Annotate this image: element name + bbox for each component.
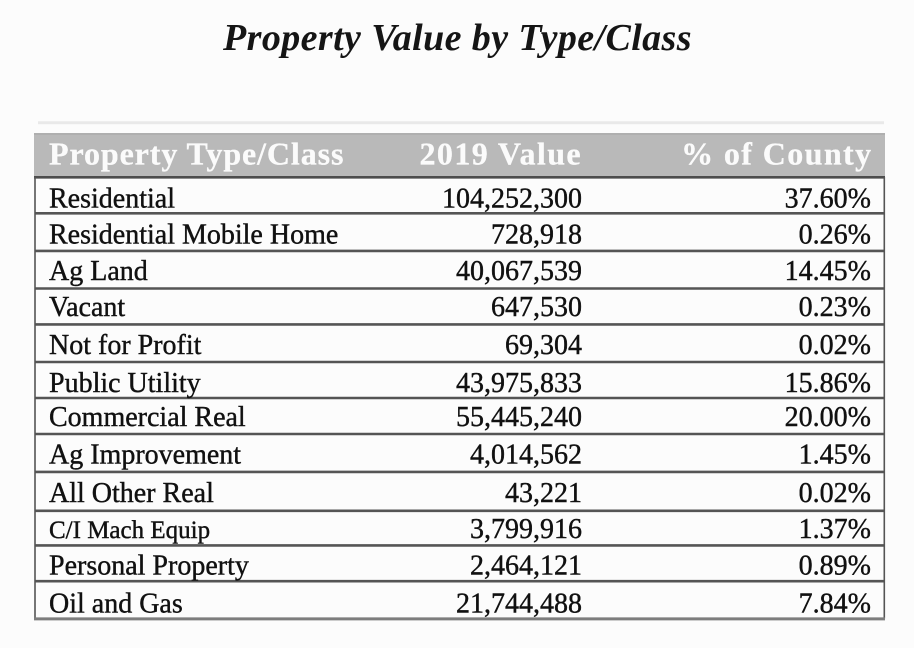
svg-text:Personal Property: Personal Property <box>49 551 249 582</box>
svg-text:0.02%: 0.02% <box>799 330 871 361</box>
svg-text:1.37%: 1.37% <box>799 514 871 545</box>
svg-text:21,744,488: 21,744,488 <box>456 588 582 619</box>
svg-text:14.45%: 14.45% <box>785 256 871 287</box>
svg-text:C/I Mach Equip: C/I Mach Equip <box>49 517 210 544</box>
svg-text:43,975,833: 43,975,833 <box>456 368 582 399</box>
svg-text:% of County: % of County <box>681 136 872 172</box>
svg-text:Ag Land: Ag Land <box>49 256 148 287</box>
svg-text:37.60%: 37.60% <box>785 184 871 215</box>
svg-text:Vacant: Vacant <box>49 292 125 323</box>
svg-text:43,221: 43,221 <box>505 478 582 509</box>
svg-text:Property Value by Type/Class: Property Value by Type/Class <box>222 17 692 59</box>
svg-text:Oil and Gas: Oil and Gas <box>49 588 183 619</box>
svg-text:All Other Real: All Other Real <box>49 478 214 509</box>
svg-text:2019 Value: 2019 Value <box>420 136 582 172</box>
svg-text:Not for Profit: Not for Profit <box>49 330 202 361</box>
svg-text:0.26%: 0.26% <box>799 220 871 251</box>
svg-text:0.89%: 0.89% <box>799 551 871 582</box>
svg-text:2,464,121: 2,464,121 <box>470 551 582 582</box>
svg-text:3,799,916: 3,799,916 <box>470 514 582 545</box>
svg-text:4,014,562: 4,014,562 <box>470 440 582 471</box>
svg-text:Ag Improvement: Ag Improvement <box>49 440 241 471</box>
svg-text:20.00%: 20.00% <box>785 402 871 433</box>
svg-text:7.84%: 7.84% <box>799 588 871 619</box>
svg-text:15.86%: 15.86% <box>785 368 871 399</box>
svg-text:Residential: Residential <box>49 184 175 215</box>
svg-text:55,445,240: 55,445,240 <box>456 402 582 433</box>
svg-text:647,530: 647,530 <box>491 292 582 323</box>
svg-text:1.45%: 1.45% <box>799 440 871 471</box>
svg-text:0.23%: 0.23% <box>799 292 871 323</box>
svg-text:104,252,300: 104,252,300 <box>442 184 582 215</box>
svg-text:Property Type/Class: Property Type/Class <box>49 136 344 172</box>
svg-text:0.02%: 0.02% <box>799 478 871 509</box>
svg-text:728,918: 728,918 <box>491 220 582 251</box>
svg-text:40,067,539: 40,067,539 <box>456 256 582 287</box>
svg-text:Residential Mobile Home: Residential Mobile Home <box>49 220 338 251</box>
svg-text:Commercial Real: Commercial Real <box>49 402 246 433</box>
svg-text:Public Utility: Public Utility <box>49 368 201 399</box>
svg-text:69,304: 69,304 <box>505 330 582 361</box>
